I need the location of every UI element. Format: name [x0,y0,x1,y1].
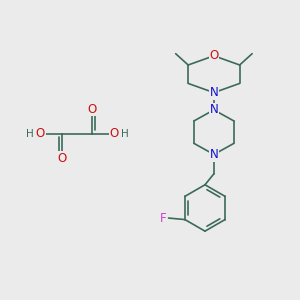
Text: O: O [36,127,45,140]
Text: H: H [121,129,129,139]
Text: O: O [110,127,119,140]
Text: N: N [209,148,218,161]
Text: O: O [209,49,218,62]
Text: O: O [87,103,97,116]
Text: N: N [209,103,218,116]
Text: H: H [26,129,34,139]
Text: N: N [209,86,218,99]
Text: F: F [160,212,167,225]
Text: O: O [58,152,67,164]
